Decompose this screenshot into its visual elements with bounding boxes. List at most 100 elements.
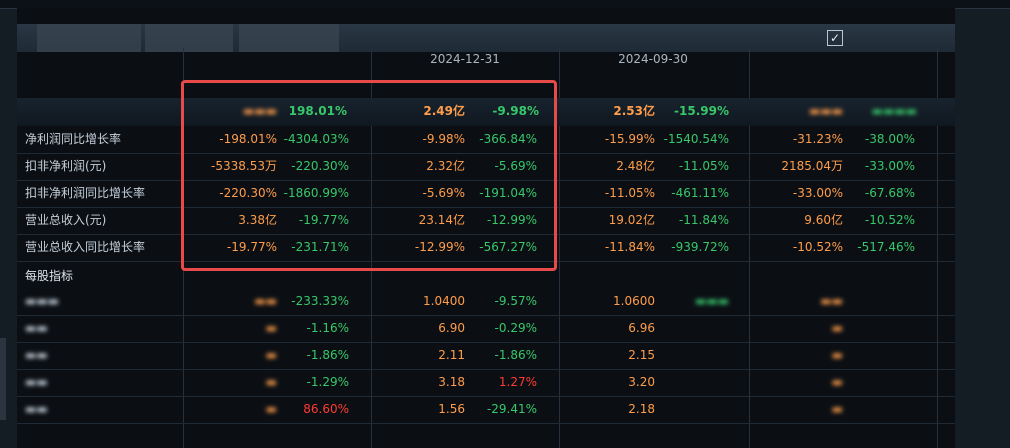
cell-pct: -1.86% xyxy=(494,348,537,362)
column-divider xyxy=(559,48,560,448)
cell-value: 23.14亿 xyxy=(418,213,465,227)
table-row: ▬▬▬ ▬▬ -233.33% 1.0400 -9.57% 1.0600 ▬▬▬… xyxy=(17,288,955,316)
table-row: 扣非净利润(元) -5338.53万 -220.30% 2.32亿 -5.69%… xyxy=(17,153,955,181)
cell-value: 3.38亿 xyxy=(238,213,277,227)
cell-pct: -1540.54% xyxy=(663,132,729,146)
cell-pct: -1.86% xyxy=(306,348,349,362)
header-tab[interactable] xyxy=(239,24,339,52)
cell-pct: -11.05% xyxy=(678,159,729,173)
cell-pct: -191.04% xyxy=(479,186,537,200)
cell-value: 1.0400 xyxy=(423,294,465,308)
period-date: 2024-12-31 xyxy=(430,52,500,66)
financial-table: ✓ 2024-12-31 2024-09-30 ▬▬▬ 198.01% 2.49… xyxy=(17,8,955,448)
cell-pct: ▬▬▬ xyxy=(694,294,729,308)
cell-pct: 1.27% xyxy=(498,375,537,389)
cell-value: -9.98% xyxy=(422,132,465,146)
header-tab[interactable] xyxy=(37,24,141,52)
cell-value: 1.56 xyxy=(438,402,465,416)
cell-value: ▬ xyxy=(265,321,277,335)
row-label: 扣非净利润(元) xyxy=(25,159,107,173)
summary-pct: 198.01% xyxy=(288,104,347,118)
section-title: 每股指标 xyxy=(25,269,74,283)
cell-value: ▬▬ xyxy=(820,294,843,308)
cell-value: 6.90 xyxy=(438,321,465,335)
header-tab[interactable] xyxy=(145,24,233,52)
cell-value: 2185.04万 xyxy=(781,159,843,173)
cell-pct: -1.16% xyxy=(306,321,349,335)
cell-pct: -12.99% xyxy=(486,213,537,227)
cell-pct: -38.00% xyxy=(864,132,915,146)
cell-value: -10.52% xyxy=(792,240,843,254)
cell-value: 2.15 xyxy=(628,348,655,362)
summary-value: ▬▬▬ xyxy=(808,104,843,118)
cell-value: ▬ xyxy=(265,402,277,416)
cell-value: -11.05% xyxy=(604,186,655,200)
cell-value: ▬ xyxy=(831,402,843,416)
cell-pct: -11.84% xyxy=(678,213,729,227)
cell-pct: 86.60% xyxy=(303,402,349,416)
cell-value: ▬ xyxy=(831,348,843,362)
cell-value: ▬ xyxy=(265,348,277,362)
highlight-annotation-box xyxy=(181,80,557,271)
cell-value: -15.99% xyxy=(604,132,655,146)
cell-value: ▬ xyxy=(265,375,277,389)
cell-value: 2.48亿 xyxy=(616,159,655,173)
row-label: ▬▬ xyxy=(25,402,48,416)
row-label: 营业总收入(元) xyxy=(25,213,107,227)
table-row: 扣非净利润同比增长率 -220.30% -1860.99% -5.69% -19… xyxy=(17,180,955,208)
cell-value: -31.23% xyxy=(792,132,843,146)
summary-pct: -9.98% xyxy=(492,104,539,118)
cell-pct: -33.00% xyxy=(864,159,915,173)
cell-value: 19.02亿 xyxy=(608,213,655,227)
cell-pct: -366.84% xyxy=(479,132,537,146)
table-row: ▬▬ ▬ -1.29% 3.18 1.27% 3.20 ▬ xyxy=(17,369,955,397)
cell-value: 2.11 xyxy=(438,348,465,362)
summary-value: ▬▬▬ xyxy=(242,104,277,118)
cell-pct: -5.69% xyxy=(494,159,537,173)
cell-value: -220.30% xyxy=(219,186,277,200)
table-row: 净利润同比增长率 -198.01% -4304.03% -9.98% -366.… xyxy=(17,126,955,154)
cell-pct: -9.57% xyxy=(494,294,537,308)
cell-pct: -220.30% xyxy=(291,159,349,173)
cell-value: -12.99% xyxy=(414,240,465,254)
cell-value: 3.18 xyxy=(438,375,465,389)
row-label: 扣非净利润同比增长率 xyxy=(25,186,146,200)
cell-pct: -29.41% xyxy=(486,402,537,416)
column-divider xyxy=(749,48,750,448)
table-row: 营业总收入同比增长率 -19.77% -231.71% -12.99% -567… xyxy=(17,234,955,262)
cell-pct: -4304.03% xyxy=(283,132,349,146)
row-label: 净利润同比增长率 xyxy=(25,132,122,146)
cell-value: -11.84% xyxy=(604,240,655,254)
table-row: ▬▬ ▬ 86.60% 1.56 -29.41% 2.18 ▬ xyxy=(17,396,955,424)
row-label: ▬▬ xyxy=(25,321,48,335)
cell-pct: -19.77% xyxy=(298,213,349,227)
summary-value: 2.53亿 xyxy=(613,104,655,118)
cell-pct: -461.11% xyxy=(671,186,729,200)
summary-value: 2.49亿 xyxy=(423,104,465,118)
side-panel-handle[interactable] xyxy=(0,338,6,420)
cell-value: 3.20 xyxy=(628,375,655,389)
table-row: ▬▬ ▬ -1.16% 6.90 -0.29% 6.96 ▬ xyxy=(17,315,955,343)
cell-value: ▬ xyxy=(831,321,843,335)
cell-value: -33.00% xyxy=(792,186,843,200)
cell-pct: -1860.99% xyxy=(283,186,349,200)
table-row: ▬▬ ▬ -1.86% 2.11 -1.86% 2.15 ▬ xyxy=(17,342,955,370)
cell-pct: -567.27% xyxy=(479,240,537,254)
cell-value: 2.32亿 xyxy=(426,159,465,173)
cell-value: 1.0600 xyxy=(613,294,655,308)
summary-pct: -15.99% xyxy=(674,104,729,118)
summary-row: ▬▬▬ 198.01% 2.49亿 -9.98% 2.53亿 -15.99% ▬… xyxy=(17,98,955,126)
column-divider xyxy=(371,48,372,448)
cell-value: 2.18 xyxy=(628,402,655,416)
row-label: ▬▬▬ xyxy=(25,294,60,308)
cell-pct: -1.29% xyxy=(306,375,349,389)
cell-value: ▬ xyxy=(831,375,843,389)
checkbox-icon[interactable]: ✓ xyxy=(827,30,843,46)
cell-pct: -0.29% xyxy=(494,321,537,335)
cell-pct: -517.46% xyxy=(857,240,915,254)
cell-value: 9.60亿 xyxy=(804,213,843,227)
row-label: 营业总收入同比增长率 xyxy=(25,240,146,254)
cell-pct: -233.33% xyxy=(291,294,349,308)
cell-pct: -10.52% xyxy=(864,213,915,227)
cell-value: -198.01% xyxy=(219,132,277,146)
